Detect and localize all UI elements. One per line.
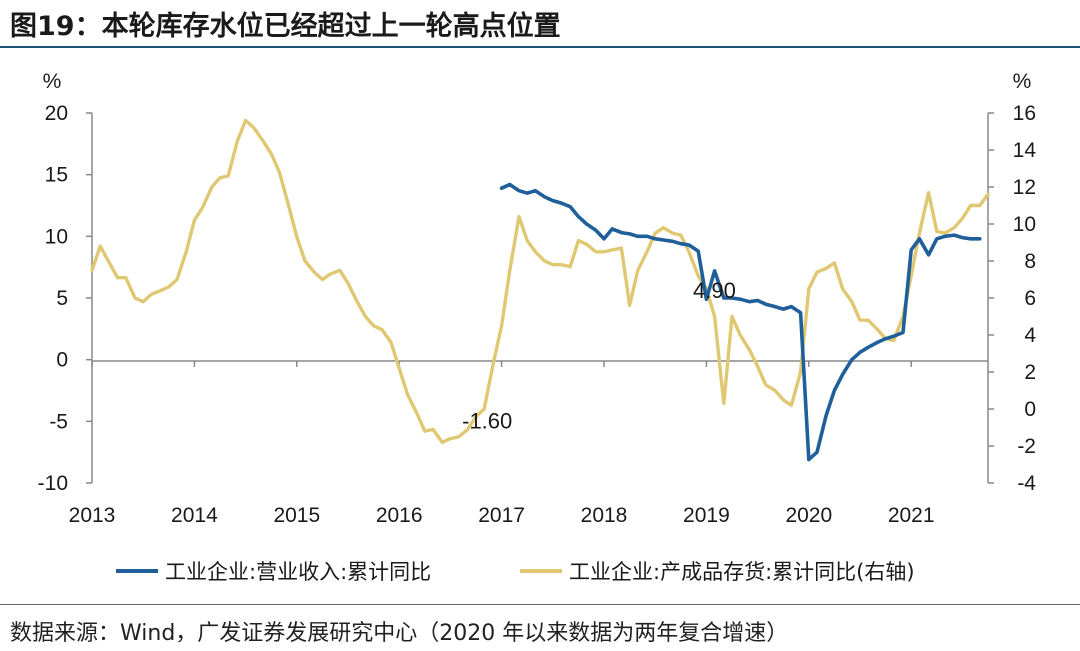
x-tick-label: 2018 xyxy=(581,504,628,527)
right-tick-label: 10 xyxy=(1013,213,1036,236)
legend-label-inventory: 工业企业:产成品存货:累计同比(右轴) xyxy=(569,560,915,584)
left-axis-unit: % xyxy=(43,70,62,93)
right-tick-label: 4 xyxy=(1024,324,1036,347)
x-tick-label: 2015 xyxy=(273,504,320,527)
right-tick-label: 16 xyxy=(1013,102,1036,125)
right-tick-label: 2 xyxy=(1024,361,1036,384)
chart-title: 图19：本轮库存水位已经超过上一轮高点位置 xyxy=(10,11,561,42)
x-tick-label: 2019 xyxy=(683,504,730,527)
x-tick-label: 2016 xyxy=(376,504,423,527)
source-note: 数据来源：Wind，广发证券发展研究中心（2020 年以来数据为两年复合增速） xyxy=(10,621,789,646)
right-tick-label: -2 xyxy=(1017,435,1036,458)
left-tick-label: 0 xyxy=(56,349,68,372)
x-tick-label: 2021 xyxy=(888,504,935,527)
series-line-revenue xyxy=(499,182,982,462)
left-tick-label: -5 xyxy=(49,410,68,433)
right-axis-unit: % xyxy=(1013,70,1032,93)
x-tick-label: 2014 xyxy=(171,504,218,527)
annotation-inventory-low: -1.60 xyxy=(462,409,512,434)
x-tick-label: 2017 xyxy=(478,504,525,527)
legend: 工业企业:营业收入:累计同比 工业企业:产成品存货:累计同比(右轴) xyxy=(116,560,915,584)
left-tick-label: 20 xyxy=(45,102,68,125)
annotations-group: 4.90 -1.60 xyxy=(462,278,736,433)
left-tick-label: 15 xyxy=(45,164,68,187)
right-tick-label: 12 xyxy=(1013,176,1036,199)
annotation-revenue-low: 4.90 xyxy=(693,278,736,303)
x-tick-label: 2020 xyxy=(785,504,832,527)
series-group xyxy=(90,118,990,462)
legend-label-revenue: 工业企业:营业收入:累计同比 xyxy=(165,560,431,584)
source-rule xyxy=(0,604,1080,605)
title-rule xyxy=(0,46,1080,48)
series-line-inventory xyxy=(90,118,990,444)
x-tick-label: 2013 xyxy=(69,504,116,527)
right-tick-label: -4 xyxy=(1017,472,1036,495)
right-tick-label: 0 xyxy=(1024,398,1036,421)
right-tick-label: 14 xyxy=(1013,139,1037,162)
left-tick-label: 5 xyxy=(56,287,68,310)
left-tick-label: -10 xyxy=(38,472,68,495)
right-tick-label: 6 xyxy=(1024,287,1036,310)
left-tick-label: 10 xyxy=(45,225,68,248)
right-tick-label: 8 xyxy=(1024,250,1036,273)
